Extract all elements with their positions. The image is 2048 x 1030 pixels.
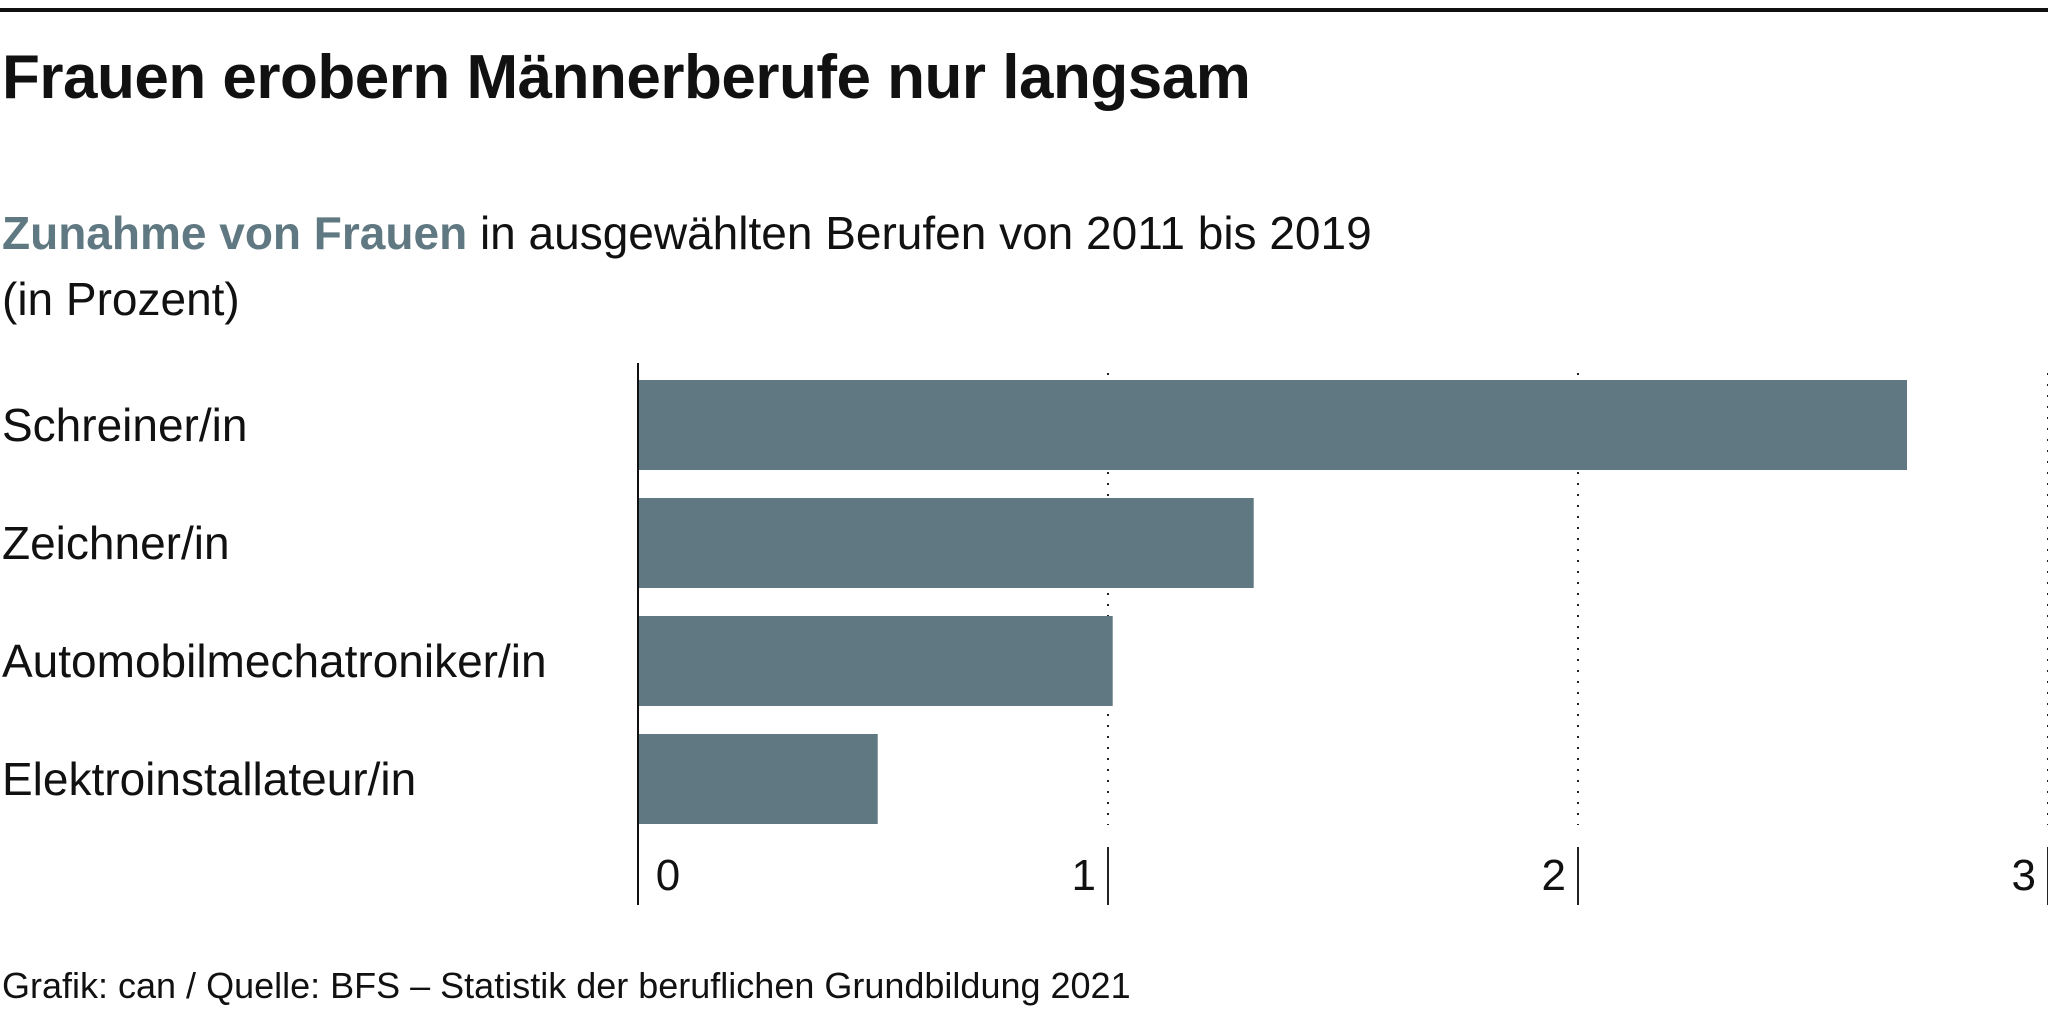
bar-2	[638, 616, 1113, 706]
top-rule	[0, 8, 2048, 12]
subtitle-line: Zunahme von Frauen in ausgewählten Beruf…	[2, 200, 1372, 266]
category-label: Elektroinstallateur/in	[2, 753, 416, 805]
bar-3	[638, 734, 878, 824]
category-label: Automobilmechatroniker/in	[2, 635, 547, 687]
tick-label: 2	[1542, 851, 1566, 900]
category-label: Zeichner/in	[2, 517, 230, 569]
chart-subtitle: Zunahme von Frauen in ausgewählten Beruf…	[2, 200, 1372, 332]
bar-1	[638, 498, 1254, 588]
category-label: Schreiner/in	[2, 399, 247, 451]
tick-label: 3	[2012, 851, 2036, 900]
tick-label: 0	[656, 851, 680, 900]
source-note: Grafik: can / Quelle: BFS – Statistik de…	[2, 965, 1131, 1006]
tick-label: 1	[1072, 851, 1096, 900]
subtitle-text: in ausgewählten Berufen von 2011 bis 201…	[467, 207, 1372, 259]
unit-label: (in Prozent)	[2, 273, 240, 325]
chart-title: Frauen erobern Männerberufe nur langsam	[2, 43, 1251, 112]
bar-0	[638, 380, 1907, 470]
subtitle-highlight: Zunahme von Frauen	[2, 207, 468, 259]
bar-chart: Schreiner/in Zeichner/in Automobilmechatro…	[2, 363, 2048, 905]
